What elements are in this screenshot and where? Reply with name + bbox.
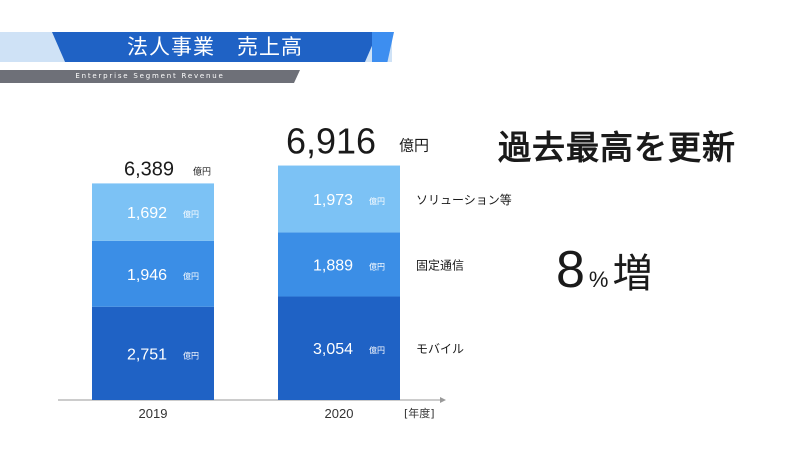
- segment-unit-label: 億円: [369, 345, 385, 355]
- x-tick-label: 2020: [325, 406, 354, 421]
- total-value-label: 6,916: [286, 121, 376, 162]
- segment-unit-label: 億円: [183, 271, 199, 281]
- segment-unit-label: 億円: [369, 196, 385, 206]
- header-banner: [52, 32, 378, 62]
- segment-unit-label: 億円: [183, 350, 199, 360]
- total-unit-label: 億円: [399, 137, 429, 155]
- legend-item-2: 固定通信: [416, 257, 464, 272]
- segment-value-label: 1,946: [127, 267, 167, 284]
- segment-value-label: 1,973: [313, 192, 353, 209]
- total-value-label: 6,389: [124, 158, 174, 180]
- x-axis-arrow: [440, 397, 446, 403]
- growth-word: 増: [612, 251, 653, 297]
- legend-item-3: ソリューション等: [416, 193, 512, 207]
- page-title: 法人事業 売上高: [127, 35, 303, 59]
- bar-segment-2019-3: [92, 183, 214, 241]
- header-banner-accent: [372, 32, 394, 62]
- bar-segment-2020-3: [278, 165, 400, 233]
- segment-value-label: 1,889: [313, 257, 353, 274]
- bar-segment-2020-2: [278, 232, 400, 297]
- bar-segment-2019-2: [92, 240, 214, 307]
- headline-record-high: 過去最高を更新: [498, 128, 736, 167]
- growth-rate: 8% 増: [556, 240, 652, 300]
- total-unit-label: 億円: [193, 165, 211, 177]
- segment-unit-label: 億円: [369, 261, 385, 271]
- segment-value-label: 2,751: [127, 346, 167, 363]
- growth-value: 8: [556, 241, 585, 299]
- bar-segment-2019-1: [92, 306, 214, 400]
- bar-segment-2020-1: [278, 296, 400, 400]
- legend-item-1: モバイル: [416, 342, 464, 356]
- x-tick-label: 2019: [139, 406, 168, 421]
- subtitle-bar: [0, 70, 300, 83]
- x-axis-unit-label: [年度]: [404, 406, 435, 420]
- growth-unit: %: [588, 267, 609, 292]
- segment-value-label: 1,692: [127, 205, 167, 222]
- segment-value-label: 3,054: [313, 341, 353, 358]
- page-subtitle: Enterprise Segment Revenue: [75, 72, 225, 80]
- segment-unit-label: 億円: [183, 209, 199, 219]
